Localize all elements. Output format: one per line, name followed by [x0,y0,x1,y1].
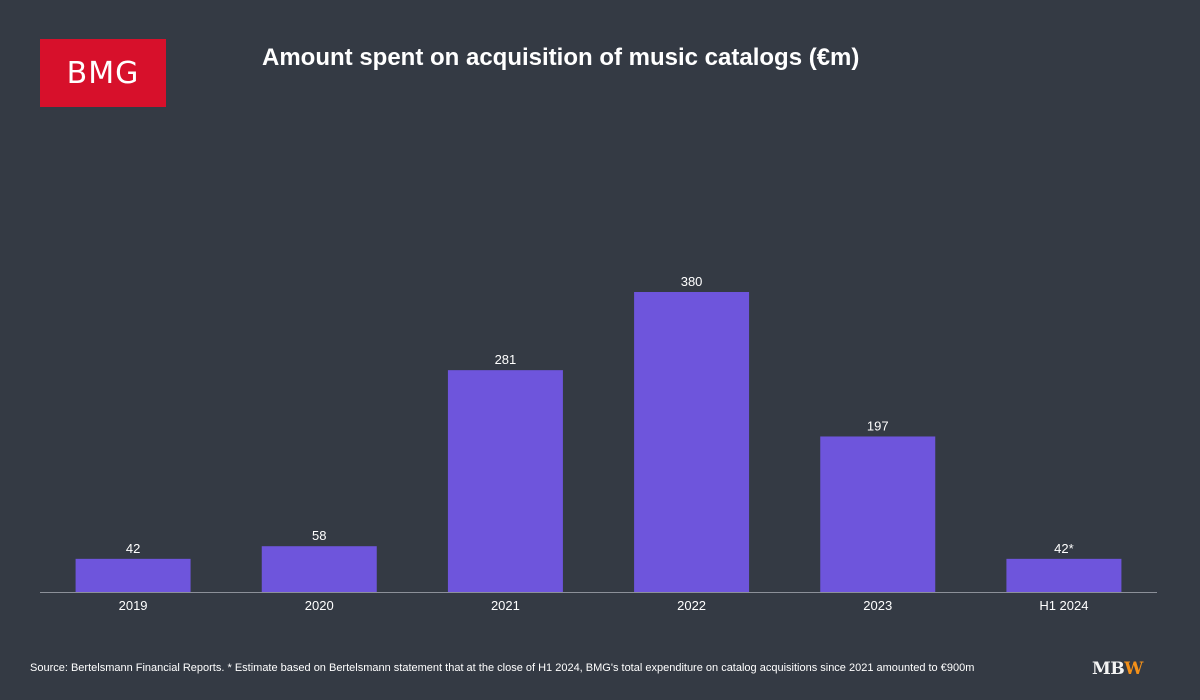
x-tick-label: 2020 [305,598,334,613]
bar-h1-2024 [1006,558,1122,592]
x-tick-label: H1 2024 [1039,598,1088,613]
data-label: 58 [312,528,326,543]
mbw-logo-mb: MB [1092,659,1125,679]
source-note: Source: Bertelsmann Financial Reports. *… [30,662,975,674]
x-tick-label: 2019 [119,598,148,613]
mbw-logo: MBW [1092,659,1143,679]
mbw-logo-w: W [1124,659,1143,679]
x-tick-label: 2021 [491,598,520,613]
x-tick-label: 2023 [863,598,892,613]
bar-2023 [820,436,936,592]
bmg-logo-text: BMG [66,55,140,91]
chart-title: Amount spent on acquisition of music cat… [262,44,860,71]
bar-2020 [261,546,377,592]
data-label: 380 [681,274,703,289]
data-label: 42* [1054,541,1074,556]
data-label: 197 [867,418,889,433]
data-label: 281 [495,352,517,367]
data-label: 42 [126,541,140,556]
bmg-logo: BMG [40,39,166,107]
x-tick-label: 2022 [677,598,706,613]
bar-2019 [75,558,191,592]
bar-2022 [634,292,750,592]
bar-2021 [447,370,563,592]
